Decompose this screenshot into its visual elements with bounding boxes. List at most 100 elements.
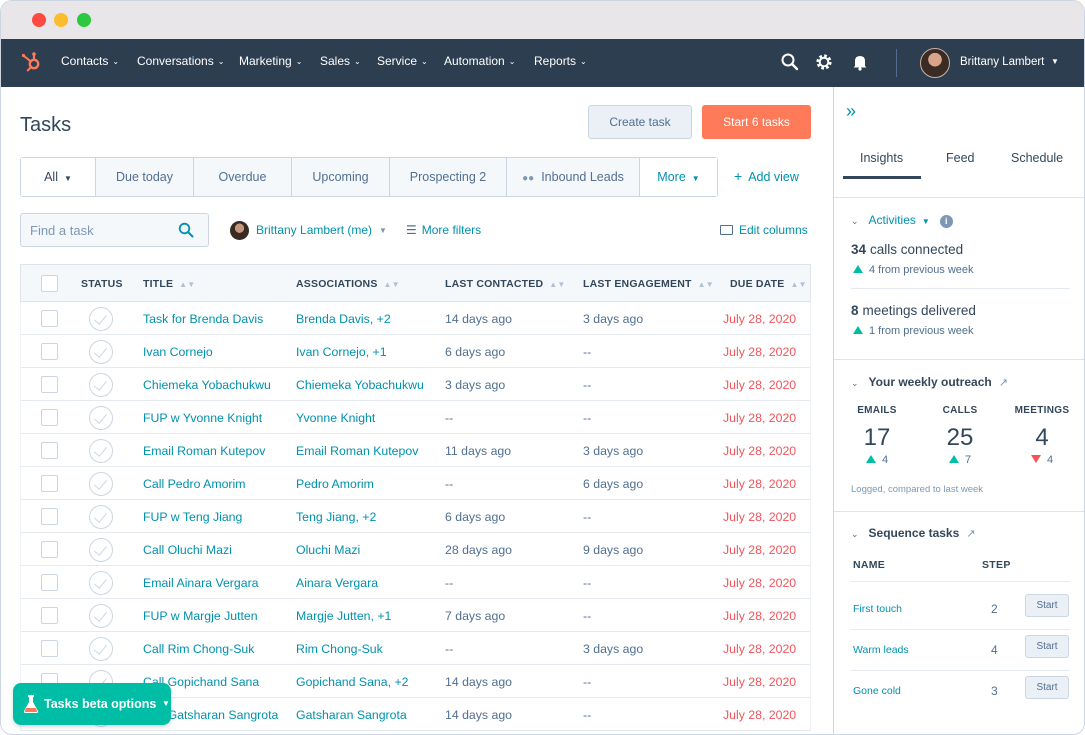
- task-title-link[interactable]: Call Gatsharan Sangrota: [143, 708, 279, 722]
- nav-reports[interactable]: Reports ⌄: [534, 54, 587, 68]
- complete-task-icon[interactable]: [89, 406, 113, 430]
- association-link[interactable]: Teng Jiang, +2: [296, 510, 377, 524]
- gear-icon[interactable]: [814, 52, 834, 72]
- user-name[interactable]: Brittany Lambert: [960, 56, 1045, 68]
- edit-columns-button[interactable]: Edit columns: [720, 223, 808, 237]
- header-last-contacted[interactable]: LAST CONTACTED ▲▼: [445, 278, 566, 290]
- table-row[interactable]: Call Pedro Amorim Pedro Amorim -- 6 days ag…: [20, 467, 811, 500]
- association-link[interactable]: Oluchi Mazi: [296, 543, 361, 557]
- complete-task-icon[interactable]: [89, 307, 113, 331]
- complete-task-icon[interactable]: [89, 439, 113, 463]
- info-icon[interactable]: i: [939, 215, 953, 228]
- tab-more[interactable]: More ▼: [640, 158, 717, 196]
- table-row[interactable]: Email Ainara Vergara Ainara Vergara -- -- Ju…: [20, 566, 811, 599]
- tab-upcoming[interactable]: Upcoming: [292, 158, 390, 196]
- owner-filter[interactable]: Brittany Lambert (me) ▼: [230, 220, 387, 240]
- tab-inbound-leads[interactable]: ●● Inbound Leads: [507, 158, 640, 196]
- row-checkbox[interactable]: [41, 607, 58, 624]
- table-row[interactable]: Email Roman Kutepov Email Roman Kutepov 11…: [20, 434, 811, 467]
- row-checkbox[interactable]: [41, 508, 58, 525]
- association-link[interactable]: Margje Jutten, +1: [296, 609, 392, 623]
- association-link[interactable]: Pedro Amorim: [296, 477, 374, 491]
- complete-task-icon[interactable]: [89, 340, 113, 364]
- external-link-icon[interactable]: ↗: [998, 377, 1008, 389]
- task-title-link[interactable]: Ivan Cornejo: [143, 345, 213, 359]
- association-link[interactable]: Gatsharan Sangrota: [296, 708, 407, 722]
- nav-automation[interactable]: Automation ⌄: [444, 54, 516, 68]
- task-title-link[interactable]: FUP w Margje Jutten: [143, 609, 258, 623]
- hubspot-logo-icon[interactable]: [19, 50, 43, 74]
- nav-service[interactable]: Service ⌄: [377, 54, 428, 68]
- more-filters-button[interactable]: ☰ More filters: [406, 223, 482, 237]
- sidebar-tab-insights[interactable]: Insights: [860, 151, 904, 165]
- search-icon[interactable]: [178, 222, 194, 238]
- row-checkbox[interactable]: [41, 409, 58, 426]
- sequence-name-link[interactable]: Gone cold: [853, 685, 901, 697]
- header-due-date[interactable]: DUE DATE ▲▼: [730, 278, 807, 290]
- start-sequence-button[interactable]: Start: [1025, 594, 1069, 617]
- complete-task-icon[interactable]: [89, 604, 113, 628]
- nav-sales[interactable]: Sales ⌄: [320, 54, 361, 68]
- search-input[interactable]: [21, 214, 176, 246]
- complete-task-icon[interactable]: [89, 505, 113, 529]
- sequence-tasks-section-toggle[interactable]: ⌄ Sequence tasks ↗: [851, 526, 976, 540]
- search-icon[interactable]: [780, 52, 800, 72]
- table-row[interactable]: FUP w Yvonne Knight Yvonne Knight -- -- July…: [20, 401, 811, 434]
- row-checkbox[interactable]: [41, 574, 58, 591]
- start-sequence-button[interactable]: Start: [1025, 676, 1069, 699]
- task-title-link[interactable]: Email Roman Kutepov: [143, 444, 266, 458]
- nav-conversations[interactable]: Conversations ⌄: [137, 54, 225, 68]
- start-sequence-button[interactable]: Start: [1025, 635, 1069, 658]
- table-row[interactable]: Call Oluchi Mazi Oluchi Mazi 28 days ago 9 …: [20, 533, 811, 566]
- sidebar-tab-feed[interactable]: Feed: [946, 151, 975, 165]
- complete-task-icon[interactable]: [89, 373, 113, 397]
- nav-contacts[interactable]: Contacts ⌄: [61, 54, 120, 68]
- create-task-button[interactable]: Create task: [588, 105, 692, 139]
- complete-task-icon[interactable]: [89, 538, 113, 562]
- association-link[interactable]: Yvonne Knight: [296, 411, 376, 425]
- collapse-sidebar-icon[interactable]: »: [846, 101, 857, 121]
- row-checkbox[interactable]: [41, 442, 58, 459]
- complete-task-icon[interactable]: [89, 637, 113, 661]
- row-checkbox[interactable]: [41, 541, 58, 558]
- nav-marketing[interactable]: Marketing ⌄: [239, 54, 303, 68]
- task-title-link[interactable]: Call Oluchi Mazi: [143, 543, 232, 557]
- close-window-button[interactable]: [32, 13, 46, 27]
- task-title-link[interactable]: Email Ainara Vergara: [143, 576, 259, 590]
- tab-due-today[interactable]: Due today: [96, 158, 194, 196]
- row-checkbox[interactable]: [41, 475, 58, 492]
- association-link[interactable]: Email Roman Kutepov: [296, 444, 419, 458]
- tab-prospecting-2[interactable]: Prospecting 2: [390, 158, 507, 196]
- association-link[interactable]: Chiemeka Yobachukwu: [296, 378, 424, 392]
- table-row[interactable]: Task for Brenda Davis Brenda Davis, +2 14 …: [20, 302, 811, 335]
- header-associations[interactable]: ASSOCIATIONS ▲▼: [296, 278, 400, 290]
- table-row[interactable]: FUP w Margje Jutten Margje Jutten, +1 7 da…: [20, 599, 811, 632]
- weekly-outreach-section-toggle[interactable]: ⌄ Your weekly outreach ↗: [851, 375, 1008, 389]
- task-title-link[interactable]: FUP w Yvonne Knight: [143, 411, 263, 425]
- sidebar-tab-schedule[interactable]: Schedule: [1011, 151, 1064, 165]
- select-all-checkbox[interactable]: [41, 275, 58, 292]
- add-view-button[interactable]: + Add view: [734, 168, 799, 184]
- sequence-name-link[interactable]: First touch: [853, 603, 903, 615]
- task-title-link[interactable]: Task for Brenda Davis: [143, 312, 264, 326]
- sequence-name-link[interactable]: Warm leads: [853, 644, 909, 656]
- task-title-link[interactable]: Call Gopichand Sana: [143, 675, 260, 689]
- activities-section-toggle[interactable]: ⌄ Activities ▼ i: [851, 213, 953, 228]
- minimize-window-button[interactable]: [54, 13, 68, 27]
- table-row[interactable]: FUP w Teng Jiang Teng Jiang, +2 6 days ago…: [20, 500, 811, 533]
- complete-task-icon[interactable]: [89, 472, 113, 496]
- task-title-link[interactable]: Call Rim Chong-Suk: [143, 642, 255, 656]
- row-checkbox[interactable]: [41, 310, 58, 327]
- user-avatar[interactable]: [920, 48, 950, 78]
- row-checkbox[interactable]: [41, 376, 58, 393]
- tab-overdue[interactable]: Overdue: [194, 158, 292, 196]
- header-last-engagement[interactable]: LAST ENGAGEMENT ▲▼: [583, 278, 714, 290]
- task-title-link[interactable]: FUP w Teng Jiang: [143, 510, 243, 524]
- association-link[interactable]: Rim Chong-Suk: [296, 642, 383, 656]
- row-checkbox[interactable]: [41, 640, 58, 657]
- association-link[interactable]: Brenda Davis, +2: [296, 312, 391, 326]
- row-checkbox[interactable]: [41, 343, 58, 360]
- tasks-beta-options-button[interactable]: Tasks beta options ▼: [13, 683, 171, 725]
- bell-icon[interactable]: [850, 52, 870, 72]
- external-link-icon[interactable]: ↗: [966, 528, 976, 540]
